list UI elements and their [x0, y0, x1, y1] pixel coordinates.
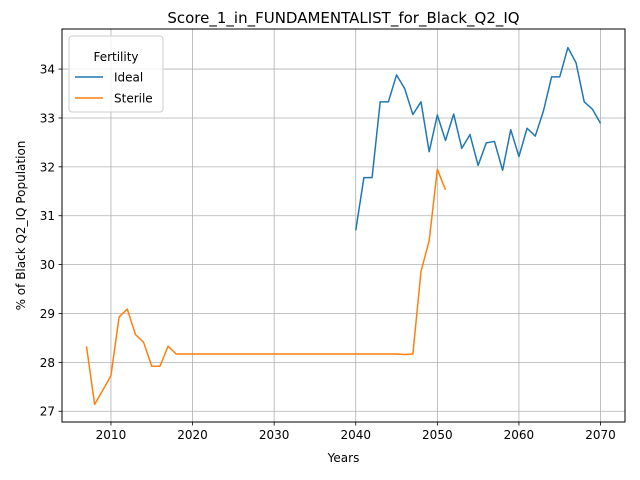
y-tick-label: 31: [40, 209, 55, 223]
x-axis-ticks: 2010 2020 2030 2040 2050 2060 2070: [96, 422, 616, 442]
legend-label-sterile: Sterile: [114, 92, 153, 106]
y-tick-label: 34: [40, 63, 55, 77]
legend-label-ideal: Ideal: [114, 71, 143, 85]
legend-box: [68, 35, 164, 113]
x-tick-label: 2010: [96, 428, 127, 442]
y-tick-label: 28: [40, 356, 55, 370]
legend-title: Fertility: [93, 50, 138, 64]
x-tick-label: 2060: [504, 428, 535, 442]
plot-frame: [61, 28, 626, 423]
x-tick-label: 2020: [177, 428, 208, 442]
y-tick-label: 27: [40, 405, 55, 419]
legend: Fertility Ideal Sterile: [68, 35, 164, 113]
x-tick-label: 2050: [422, 428, 453, 442]
y-axis-label: % of Black Q2_IQ Population: [14, 141, 28, 311]
x-tick-label: 2040: [340, 428, 371, 442]
y-tick-label: 33: [40, 111, 55, 125]
series-line-sterile: [85, 168, 447, 406]
chart-title: Score_1_in_FUNDAMENTALIST_for_Black_Q2_I…: [167, 9, 519, 28]
y-tick-label: 30: [40, 258, 55, 272]
x-tick-label: 2030: [259, 428, 290, 442]
legend-entries: Ideal Sterile: [75, 71, 153, 106]
x-axis-label: Years: [327, 451, 360, 465]
y-tick-label: 29: [40, 307, 55, 321]
series-lines: [85, 46, 602, 406]
y-axis-ticks: 27 28 29 30 31 32 33 34: [40, 63, 62, 419]
y-tick-label: 32: [40, 160, 55, 174]
grid: [62, 29, 625, 422]
series-line-ideal: [354, 46, 602, 231]
x-tick-label: 2070: [585, 428, 616, 442]
